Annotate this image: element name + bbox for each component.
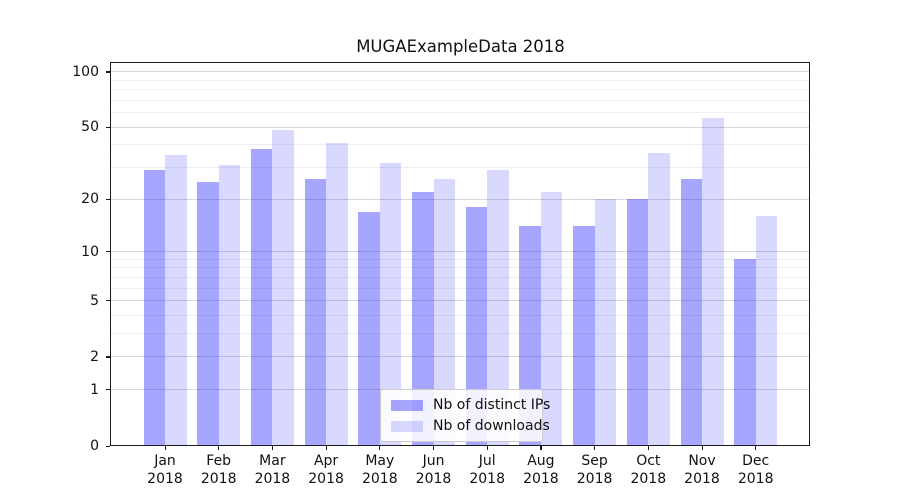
gridline-minor [111, 144, 810, 146]
y-tick-mark [106, 198, 110, 200]
bar-nb-of-downloads-mar-2018 [272, 130, 294, 446]
x-tick-mark [486, 446, 488, 450]
bar-nb-of-distinct-ips-feb-2018 [197, 181, 219, 446]
legend-label-distinct-ips: Nb of distinct IPs [433, 397, 551, 413]
x-tick-label: Jul 2018 [469, 453, 505, 487]
gridline-major [111, 356, 810, 358]
gridline-minor [111, 276, 810, 278]
bar-nb-of-downloads-feb-2018 [218, 165, 241, 446]
bar-nb-of-downloads-aug-2018 [540, 191, 563, 446]
x-tick-label: Dec 2018 [737, 453, 774, 487]
bar-nb-of-downloads-jul-2018 [487, 170, 509, 446]
x-tick-label: Oct 2018 [630, 453, 667, 487]
bar-nb-of-downloads-may-2018 [379, 162, 402, 446]
bar-nb-of-downloads-dec-2018 [755, 216, 778, 446]
x-tick-mark [379, 446, 381, 450]
x-tick-label: May 2018 [361, 453, 398, 487]
legend-swatch-distinct-ips [391, 399, 423, 411]
y-tick-mark [106, 300, 110, 302]
gridline-minor [111, 79, 810, 81]
x-tick-mark [164, 446, 166, 450]
bar-nb-of-downloads-jun-2018 [433, 178, 455, 446]
gridline-minor [111, 258, 810, 260]
bar-nb-of-distinct-ips-apr-2018 [304, 178, 327, 446]
gridline-major [111, 251, 810, 253]
bar-nb-of-distinct-ips-may-2018 [358, 211, 380, 446]
y-tick-mark [106, 71, 110, 73]
bar-nb-of-downloads-oct-2018 [648, 153, 670, 446]
y-tick-label: 100 [72, 63, 99, 80]
x-tick-mark [647, 446, 649, 450]
x-tick-label: Jun 2018 [415, 453, 452, 487]
bar-nb-of-distinct-ips-jan-2018 [143, 170, 165, 446]
legend: Nb of distinct IPs Nb of downloads [380, 389, 550, 442]
y-tick-label: 0 [90, 438, 99, 454]
plot-area [110, 62, 810, 446]
x-tick-label: Mar 2018 [254, 453, 291, 487]
x-tick-mark [325, 446, 327, 450]
x-tick-label: Nov 2018 [684, 453, 720, 487]
y-tick-mark [106, 356, 110, 358]
x-tick-mark [271, 446, 274, 450]
gridline-major [111, 198, 810, 200]
x-tick-mark [540, 446, 542, 450]
y-tick-label: 2 [90, 348, 99, 365]
x-tick-mark [433, 446, 435, 450]
legend-entry-downloads: Nb of downloads [391, 418, 550, 434]
gridline-minor [111, 89, 810, 91]
bar-nb-of-distinct-ips-jun-2018 [412, 191, 434, 446]
bar-nb-of-distinct-ips-nov-2018 [680, 178, 702, 446]
bar-nb-of-downloads-nov-2018 [702, 118, 724, 446]
bar-nb-of-distinct-ips-mar-2018 [250, 148, 273, 446]
gridline-major [111, 71, 810, 73]
bar-nb-of-downloads-jan-2018 [165, 155, 187, 446]
y-tick-mark [106, 126, 110, 128]
gridline-minor [111, 333, 810, 335]
x-tick-label: Feb 2018 [200, 453, 237, 487]
bar-nb-of-distinct-ips-dec-2018 [734, 259, 756, 446]
x-tick-label: Sep 2018 [576, 453, 613, 487]
y-tick-label: 50 [81, 119, 99, 136]
bar-nb-of-downloads-apr-2018 [326, 142, 348, 446]
y-tick-mark [106, 445, 110, 447]
legend-entry-distinct-ips: Nb of distinct IPs [391, 397, 550, 413]
bar-nb-of-downloads-sep-2018 [594, 199, 617, 446]
gridline-minor [111, 315, 810, 316]
x-tick-mark [755, 446, 757, 450]
bar-nb-of-distinct-ips-jul-2018 [465, 207, 488, 446]
x-tick-mark [218, 446, 220, 450]
bar-nb-of-distinct-ips-sep-2018 [573, 226, 595, 446]
gridline-minor [111, 167, 810, 169]
bar-nb-of-distinct-ips-oct-2018 [626, 199, 649, 446]
x-tick-mark [594, 446, 596, 450]
legend-label-downloads: Nb of downloads [433, 418, 550, 434]
gridline-major [111, 300, 810, 302]
gridline-minor [111, 112, 810, 114]
y-tick-label: 10 [81, 243, 99, 260]
y-tick-label: 1 [90, 381, 99, 398]
gridline-minor [111, 267, 810, 269]
gridline-major [111, 126, 810, 128]
y-tick-mark [106, 251, 110, 253]
y-tick-label: 5 [90, 292, 99, 309]
x-tick-label: Aug 2018 [523, 453, 559, 487]
chart-title: MUGAExampleData 2018 [356, 37, 565, 56]
x-tick-label: Jan 2018 [147, 453, 183, 487]
y-tick-label: 20 [81, 191, 99, 208]
y-tick-mark [106, 389, 110, 391]
x-tick-mark [701, 446, 703, 450]
legend-swatch-downloads [391, 420, 423, 432]
x-tick-label: Apr 2018 [308, 453, 344, 487]
gridline-minor [111, 99, 810, 101]
gridline-minor [111, 287, 810, 289]
